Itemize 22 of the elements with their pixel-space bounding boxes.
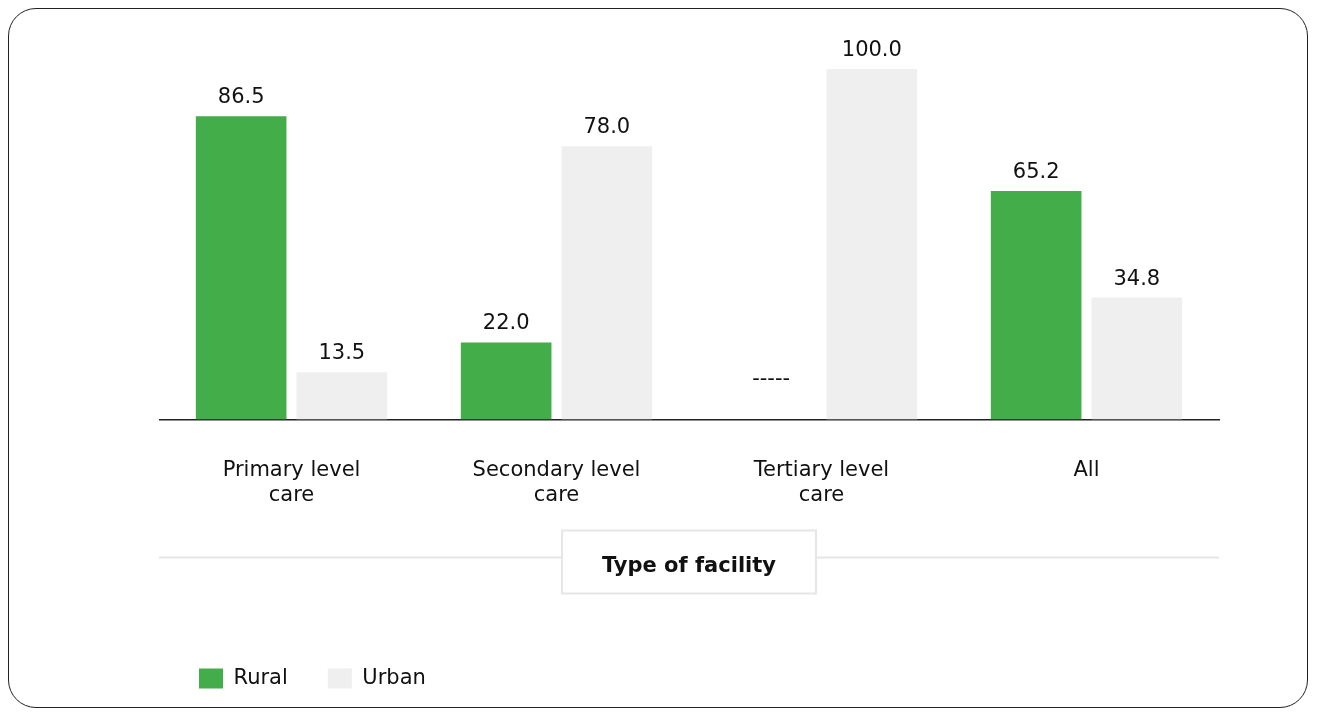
x-tick-label: Tertiary level care xyxy=(752,456,890,506)
x-tick-label: Secondary level care xyxy=(472,456,641,506)
data-label: 34.8 xyxy=(1113,265,1161,290)
bar xyxy=(460,342,552,420)
bar xyxy=(561,146,653,420)
bar xyxy=(195,116,287,420)
legend-label: Urban xyxy=(362,664,426,689)
data-label: 13.5 xyxy=(318,340,366,365)
bar xyxy=(1091,297,1183,420)
data-label: 22.0 xyxy=(482,310,530,335)
data-label: 86.5 xyxy=(217,84,265,109)
data-label: 100.0 xyxy=(841,36,902,61)
x-tick-label: Primary level care xyxy=(222,456,361,506)
bar xyxy=(296,372,388,420)
bar xyxy=(990,191,1082,420)
data-label: 78.0 xyxy=(583,114,631,139)
bar xyxy=(826,69,918,420)
legend-label: Rural xyxy=(233,664,288,689)
x-tick-label: All xyxy=(1073,456,1100,481)
text: ----- xyxy=(752,365,791,390)
x-axis-title: Type of facility xyxy=(601,553,777,578)
data-label: 65.2 xyxy=(1012,158,1060,183)
